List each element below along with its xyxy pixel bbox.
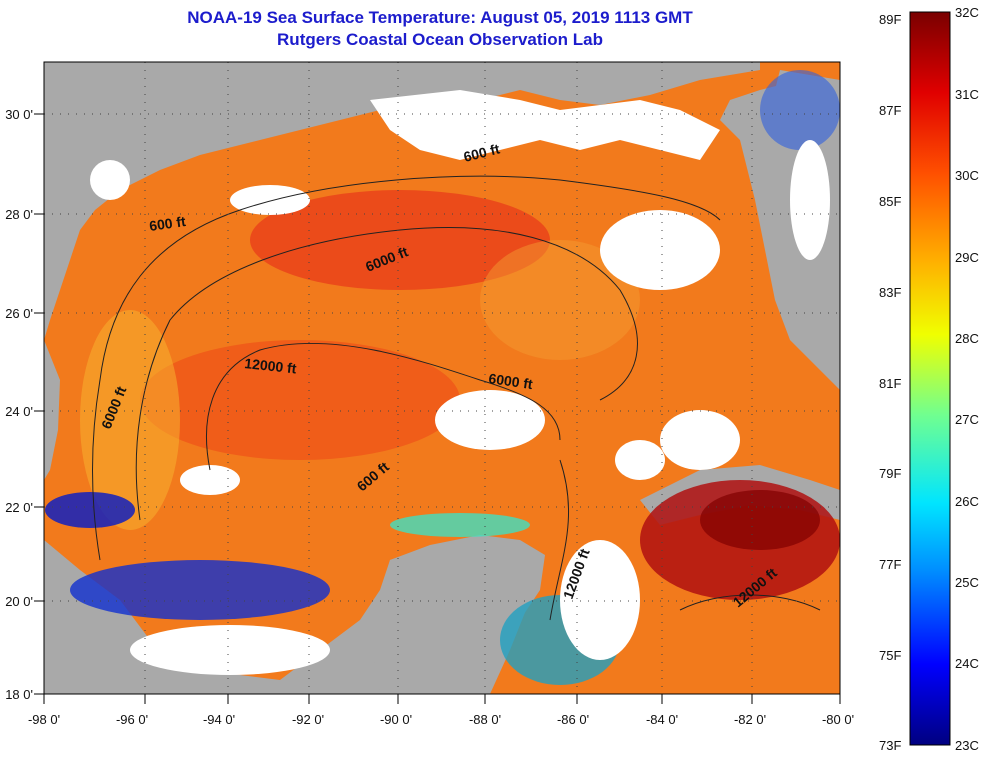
cb-f-label: 87F bbox=[879, 103, 901, 118]
colorbar-gradient bbox=[909, 11, 951, 746]
cb-f-label: 77F bbox=[879, 557, 901, 572]
longitude-labels: -98 0' -96 0' -94 0' -92 0' -90 0' -88 0… bbox=[28, 712, 854, 727]
cloud-masks bbox=[90, 90, 830, 675]
colorbar: 89F 87F 85F 83F 81F 79F 77F 75F 73F 32C … bbox=[879, 5, 979, 753]
cb-c-label: 23C bbox=[955, 738, 979, 753]
lon-label: -88 0' bbox=[469, 712, 501, 727]
lat-label: 20 0' bbox=[5, 594, 33, 609]
lon-label: -84 0' bbox=[646, 712, 678, 727]
lon-label: -82 0' bbox=[734, 712, 766, 727]
cb-c-label: 30C bbox=[955, 168, 979, 183]
lon-label: -86 0' bbox=[557, 712, 589, 727]
lat-label: 26 0' bbox=[5, 306, 33, 321]
lat-label: 22 0' bbox=[5, 500, 33, 515]
lat-label: 28 0' bbox=[5, 207, 33, 222]
axis-ticks bbox=[34, 113, 841, 704]
cb-c-label: 32C bbox=[955, 5, 979, 20]
lat-label: 18 0' bbox=[5, 687, 33, 702]
map-subtitle: Rutgers Coastal Ocean Observation Lab bbox=[277, 30, 603, 49]
cb-c-label: 29C bbox=[955, 250, 979, 265]
cb-f-label: 79F bbox=[879, 466, 901, 481]
lon-label: -90 0' bbox=[380, 712, 412, 727]
sst-patches bbox=[45, 70, 840, 685]
cb-f-label: 85F bbox=[879, 194, 901, 209]
colorbar-f-labels: 89F 87F 85F 83F 81F 79F 77F 75F 73F bbox=[879, 12, 901, 753]
plot-frame bbox=[43, 61, 841, 695]
map-plot-area: 600 ft 600 ft 6000 ft 12000 ft 6000 ft 6… bbox=[44, 62, 840, 694]
cb-f-label: 89F bbox=[879, 12, 901, 27]
lon-label: -98 0' bbox=[28, 712, 60, 727]
bathymetry-contours bbox=[92, 175, 821, 621]
cb-c-label: 28C bbox=[955, 331, 979, 346]
lat-label: 30 0' bbox=[5, 107, 33, 122]
cb-f-label: 73F bbox=[879, 738, 901, 753]
colorbar-c-labels: 32C 31C 30C 29C 28C 27C 26C 25C 24C 23C bbox=[955, 5, 979, 753]
lat-label: 24 0' bbox=[5, 404, 33, 419]
map-title: NOAA-19 Sea Surface Temperature: August … bbox=[187, 8, 693, 27]
lon-label: -80 0' bbox=[822, 712, 854, 727]
contour-label: 6000 ft bbox=[488, 370, 534, 392]
contour-label: 12000 ft bbox=[244, 355, 298, 376]
contour-label: 600 ft bbox=[148, 213, 187, 234]
lon-label: -96 0' bbox=[116, 712, 148, 727]
cb-c-label: 26C bbox=[955, 494, 979, 509]
cb-c-label: 25C bbox=[955, 575, 979, 590]
cb-c-label: 24C bbox=[955, 656, 979, 671]
cb-c-label: 27C bbox=[955, 412, 979, 427]
lon-label: -92 0' bbox=[292, 712, 324, 727]
lon-label: -94 0' bbox=[203, 712, 235, 727]
latitude-labels: 18 0' 20 0' 22 0' 24 0' 26 0' 28 0' 30 0… bbox=[5, 107, 33, 702]
cb-f-label: 75F bbox=[879, 648, 901, 663]
cb-f-label: 81F bbox=[879, 376, 901, 391]
cb-c-label: 31C bbox=[955, 87, 979, 102]
cb-f-label: 83F bbox=[879, 285, 901, 300]
